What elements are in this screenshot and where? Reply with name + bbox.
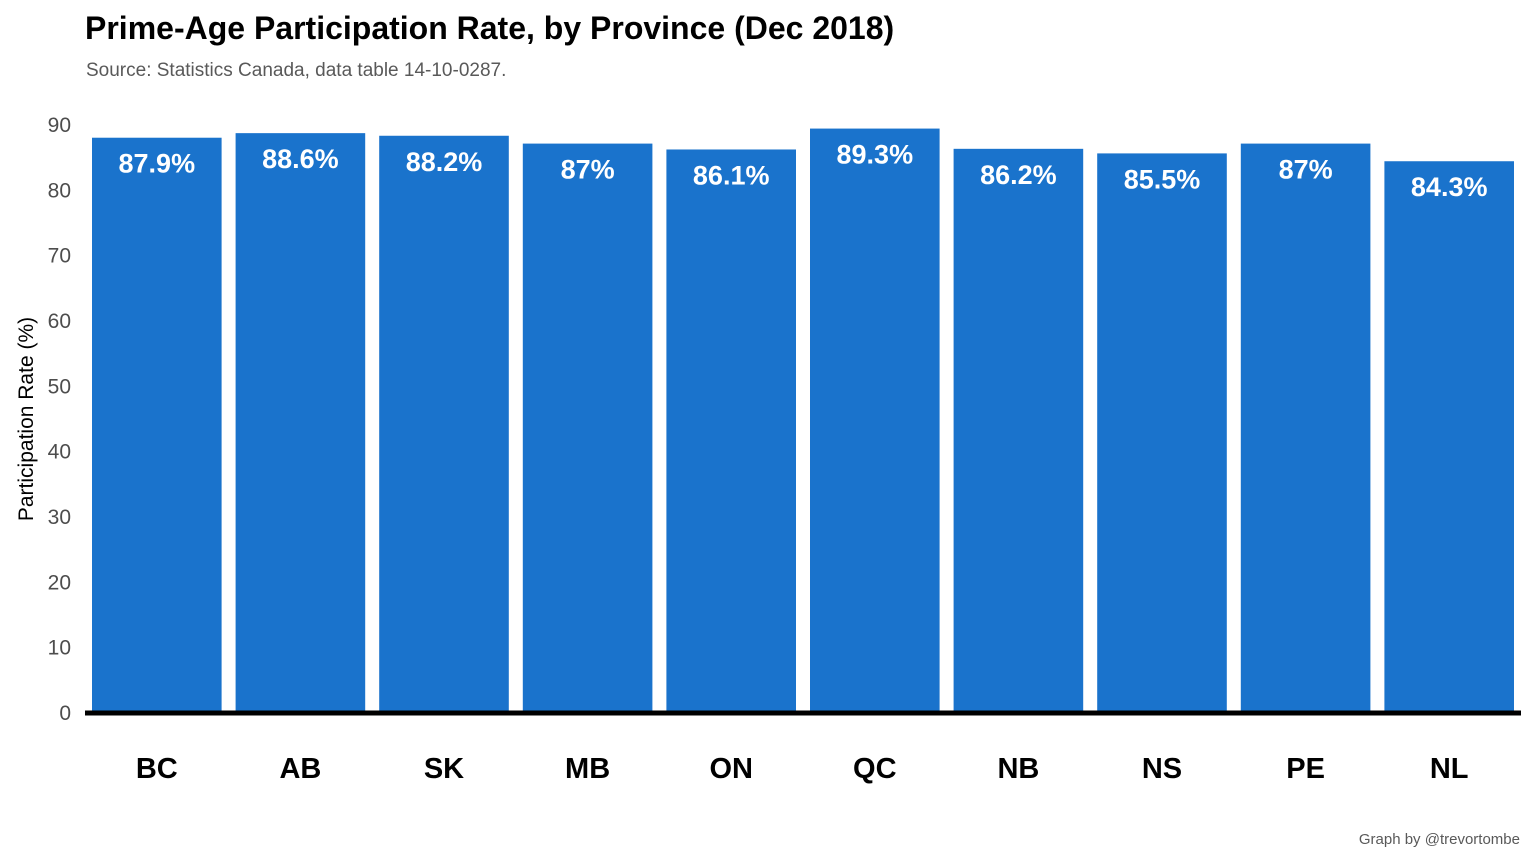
y-axis-title: Participation Rate (%) bbox=[15, 317, 38, 521]
y-tick-label: 60 bbox=[48, 310, 71, 333]
y-axis-label: Participation Rate (%) bbox=[15, 317, 38, 521]
bar-mb bbox=[522, 143, 653, 713]
x-tick-label: BC bbox=[136, 753, 178, 785]
y-tick-label: 40 bbox=[48, 441, 71, 464]
bar-nb bbox=[953, 148, 1084, 712]
bar-data-label: 89.3% bbox=[837, 140, 914, 170]
bar-qc bbox=[810, 128, 940, 712]
y-tick-label: 80 bbox=[48, 179, 71, 202]
bar-bc bbox=[92, 137, 222, 713]
y-tick-label: 10 bbox=[48, 637, 71, 660]
y-tick-label: 70 bbox=[48, 245, 71, 268]
y-tick-label: 20 bbox=[48, 571, 71, 594]
x-tick-label: NB bbox=[997, 753, 1039, 785]
y-tick-label: 30 bbox=[48, 506, 71, 529]
bar-data-label: 88.2% bbox=[406, 147, 483, 177]
bar-data-label: 87% bbox=[561, 155, 615, 185]
x-tick-labels: BC AB SK MB ON QC NB NS PE NL bbox=[136, 753, 1469, 785]
bar-data-label: 86.2% bbox=[980, 160, 1057, 190]
bar-pe bbox=[1240, 143, 1371, 713]
y-tick-label: 0 bbox=[59, 702, 71, 725]
bar-data-label: 86.1% bbox=[693, 160, 770, 190]
x-tick-label: QC bbox=[853, 753, 897, 785]
bar-ab bbox=[235, 133, 366, 712]
bar-data-label: 87% bbox=[1279, 155, 1333, 185]
x-tick-label: PE bbox=[1286, 753, 1325, 785]
x-tick-label: AB bbox=[279, 753, 321, 785]
bar-on bbox=[666, 149, 796, 713]
x-tick-label: SK bbox=[424, 753, 464, 785]
bars bbox=[92, 128, 1514, 713]
chart-title: Prime-Age Participation Rate, by Provinc… bbox=[85, 10, 895, 46]
y-tick-label: 90 bbox=[48, 114, 71, 137]
bar-sk bbox=[379, 135, 509, 712]
bar-ns bbox=[1097, 153, 1227, 712]
y-tick-labels: 0 10 20 30 40 50 60 70 80 90 bbox=[48, 114, 71, 725]
y-tick-label: 50 bbox=[48, 375, 71, 398]
bar-data-label: 88.6% bbox=[262, 144, 339, 174]
x-tick-label: NL bbox=[1430, 753, 1469, 785]
bar-data-label: 84.3% bbox=[1411, 172, 1488, 202]
x-tick-label: MB bbox=[565, 753, 610, 785]
x-tick-label: NS bbox=[1142, 753, 1182, 785]
bar-data-label: 85.5% bbox=[1124, 164, 1201, 194]
bar-nl bbox=[1384, 161, 1514, 713]
bar-data-label: 87.9% bbox=[119, 149, 196, 179]
x-tick-label: ON bbox=[709, 753, 753, 785]
bar-data-labels: 87.9% 88.6% 88.2% 87% 86.1% 89.3% 86.2% 85.5% 87… bbox=[119, 140, 1488, 203]
chart-caption: Graph by @trevortombe bbox=[1358, 831, 1520, 848]
chart-subtitle: Source: Statistics Canada, data table 14… bbox=[86, 60, 507, 81]
